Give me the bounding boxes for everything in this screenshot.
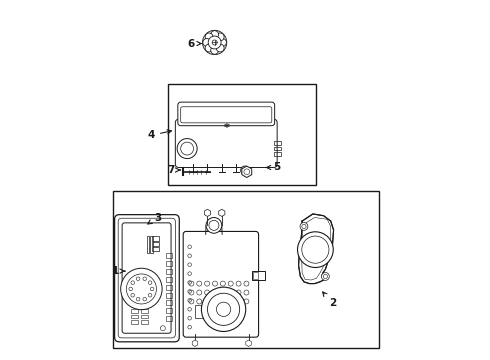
Text: 1: 1 xyxy=(112,266,125,276)
Circle shape xyxy=(300,222,308,230)
Circle shape xyxy=(205,33,213,41)
Text: 2: 2 xyxy=(323,292,336,308)
FancyBboxPatch shape xyxy=(178,102,275,126)
Circle shape xyxy=(219,39,226,46)
Bar xyxy=(195,305,206,318)
Bar xyxy=(166,277,172,282)
Bar xyxy=(211,305,222,318)
Circle shape xyxy=(211,46,219,54)
Text: 7: 7 xyxy=(167,165,180,175)
Circle shape xyxy=(203,39,211,46)
Bar xyxy=(168,84,317,185)
Polygon shape xyxy=(298,214,334,284)
Bar xyxy=(152,247,159,251)
Bar xyxy=(166,285,172,290)
Bar xyxy=(166,300,172,305)
Bar xyxy=(273,141,281,145)
FancyBboxPatch shape xyxy=(122,223,171,333)
Circle shape xyxy=(216,44,224,52)
Bar xyxy=(142,315,148,318)
Bar xyxy=(147,236,149,253)
Circle shape xyxy=(201,287,245,332)
Bar xyxy=(150,236,153,253)
Bar xyxy=(273,147,281,150)
Bar xyxy=(152,242,159,246)
Circle shape xyxy=(212,40,217,45)
Bar xyxy=(166,253,172,258)
Bar xyxy=(166,308,172,313)
Bar xyxy=(166,316,172,321)
Bar xyxy=(142,320,148,324)
Bar xyxy=(113,191,379,348)
Text: 4: 4 xyxy=(147,130,172,140)
Bar xyxy=(142,309,148,313)
Text: 3: 3 xyxy=(148,212,161,224)
Circle shape xyxy=(206,217,222,233)
Bar xyxy=(253,272,258,279)
Text: 6: 6 xyxy=(187,39,201,49)
Bar xyxy=(166,269,172,274)
Bar xyxy=(252,271,265,280)
Bar xyxy=(273,152,281,156)
Circle shape xyxy=(321,273,329,280)
Circle shape xyxy=(297,232,333,267)
Circle shape xyxy=(241,166,249,175)
Bar xyxy=(166,261,172,266)
Bar xyxy=(131,309,138,313)
Circle shape xyxy=(216,33,224,41)
Text: *: * xyxy=(223,123,229,133)
Bar xyxy=(131,315,138,318)
Text: 5: 5 xyxy=(267,162,281,172)
Bar xyxy=(131,320,138,324)
Circle shape xyxy=(121,268,162,310)
FancyBboxPatch shape xyxy=(183,231,259,337)
Circle shape xyxy=(177,139,197,158)
Circle shape xyxy=(205,44,213,52)
Bar xyxy=(152,237,159,241)
Bar xyxy=(166,293,172,297)
Circle shape xyxy=(208,36,221,49)
Circle shape xyxy=(211,31,219,39)
